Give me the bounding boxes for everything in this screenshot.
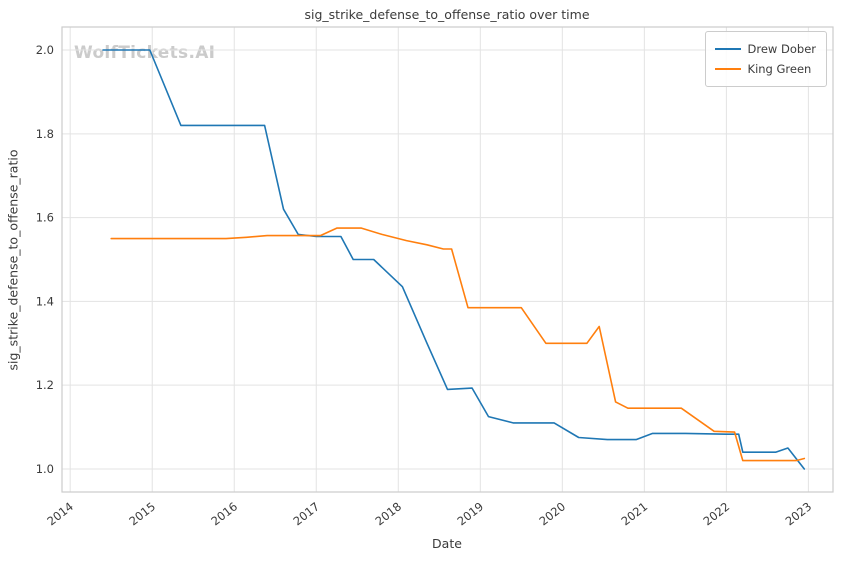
x-tick-label: 2017 xyxy=(290,499,322,528)
series-line-drew-dober xyxy=(102,49,806,470)
x-tick-label: 2022 xyxy=(701,499,733,528)
y-tick-label: 2.0 xyxy=(36,43,54,57)
y-tick-label: 1.6 xyxy=(36,211,54,225)
x-tick-label: 2014 xyxy=(44,499,76,528)
x-tick-label: 2021 xyxy=(619,499,651,528)
x-tick-label: 2020 xyxy=(536,499,568,528)
legend-line-sample-king-green xyxy=(714,68,741,70)
x-tick-label: 2015 xyxy=(126,499,158,528)
plot-frame xyxy=(61,26,834,493)
legend-label: King Green xyxy=(747,62,812,76)
y-tick-label: 1.0 xyxy=(36,462,54,476)
y-tick-label: 1.2 xyxy=(36,378,54,392)
legend-item: Drew Dober xyxy=(714,39,816,59)
legend-line-sample-drew-dober xyxy=(714,48,741,50)
y-axis-label: sig_strike_defense_to_offense_ratio xyxy=(5,149,21,371)
x-axis-label: Date xyxy=(432,536,462,551)
legend-label: Drew Dober xyxy=(747,42,816,56)
watermark: WolfTickets.AI xyxy=(74,43,216,63)
legend: Drew Dober King Green xyxy=(704,31,827,87)
chart-title: sig_strike_defense_to_offense_ratio over… xyxy=(304,7,590,22)
x-tick-label: 2019 xyxy=(454,499,486,528)
x-tick-label: 2023 xyxy=(783,499,815,528)
legend-item: King Green xyxy=(714,59,816,79)
y-tick-label: 1.8 xyxy=(36,127,54,141)
series-line-king-green xyxy=(110,227,806,462)
y-tick-label: 1.4 xyxy=(36,294,54,308)
x-tick-label: 2016 xyxy=(208,499,240,528)
x-tick-label: 2018 xyxy=(372,499,404,528)
